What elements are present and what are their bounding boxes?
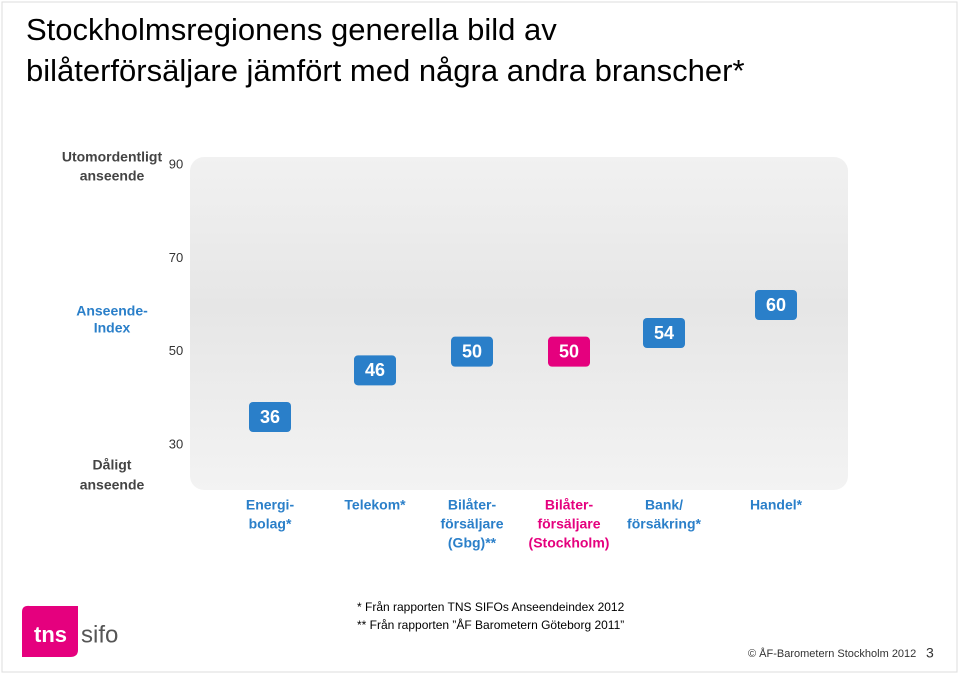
plot-background (190, 157, 848, 490)
value-label: 46 (365, 360, 385, 380)
axis-annotation: Index (94, 320, 131, 336)
chart: 30 50 70 90 Utomordentligt anseende Anseende-I… (62, 149, 803, 551)
axis-annotation: Dåligt (93, 457, 132, 473)
axis-annotation: Utomordentligt (62, 149, 163, 165)
axis-annotation: anseende (80, 168, 145, 184)
value-box (755, 290, 797, 320)
value-box (548, 336, 590, 367)
footnote: * Från rapporten TNS SIFOs Anseendeindex… (357, 600, 625, 614)
category-label: försäljare (440, 516, 503, 532)
footer: © ÅF-Barometern Stockholm 2012 (748, 647, 916, 660)
value-box (354, 355, 396, 386)
y-tick-label: 90 (169, 156, 183, 171)
category-label: Energi- (246, 497, 295, 513)
category-label: bolag* (249, 516, 292, 532)
value-box (451, 336, 493, 367)
category-label: försäkring* (627, 516, 701, 532)
value-label: 54 (654, 323, 674, 343)
title-line: Stockholmsregionens generella bild av (26, 12, 557, 47)
value-label: 36 (260, 407, 280, 427)
title-line: bilåterförsäljare jämfört med några andr… (26, 53, 745, 88)
axis-annotation: Anseende- (76, 303, 148, 319)
axis-annotation: anseende (80, 477, 145, 493)
value-box (249, 402, 291, 432)
category-label: Bilåter- (448, 497, 497, 513)
value-box (643, 318, 685, 348)
y-tick-label: 70 (169, 250, 183, 265)
category-label: (Stockholm) (529, 535, 610, 551)
y-tick-label: 50 (169, 343, 183, 358)
logo-text: sifo (81, 621, 118, 648)
category-label: Handel* (750, 497, 803, 513)
logo-shape (22, 605, 78, 657)
category-label: Bank/ (645, 497, 683, 513)
value-label: 60 (766, 295, 786, 315)
page-number: 3 (926, 645, 934, 661)
logo-text: tns (34, 622, 67, 647)
value-label: 50 (559, 341, 579, 361)
category-label: (Gbg)** (448, 535, 497, 551)
category-label: Bilåter- (545, 497, 594, 513)
category-label: försäljare (537, 516, 600, 532)
footnote: ** Från rapporten ”ÅF Barometern Götebor… (357, 617, 624, 632)
y-tick-label: 30 (169, 436, 183, 451)
logo: tns sifo (22, 605, 118, 657)
value-label: 50 (462, 341, 482, 361)
category-label: Telekom* (344, 497, 406, 513)
